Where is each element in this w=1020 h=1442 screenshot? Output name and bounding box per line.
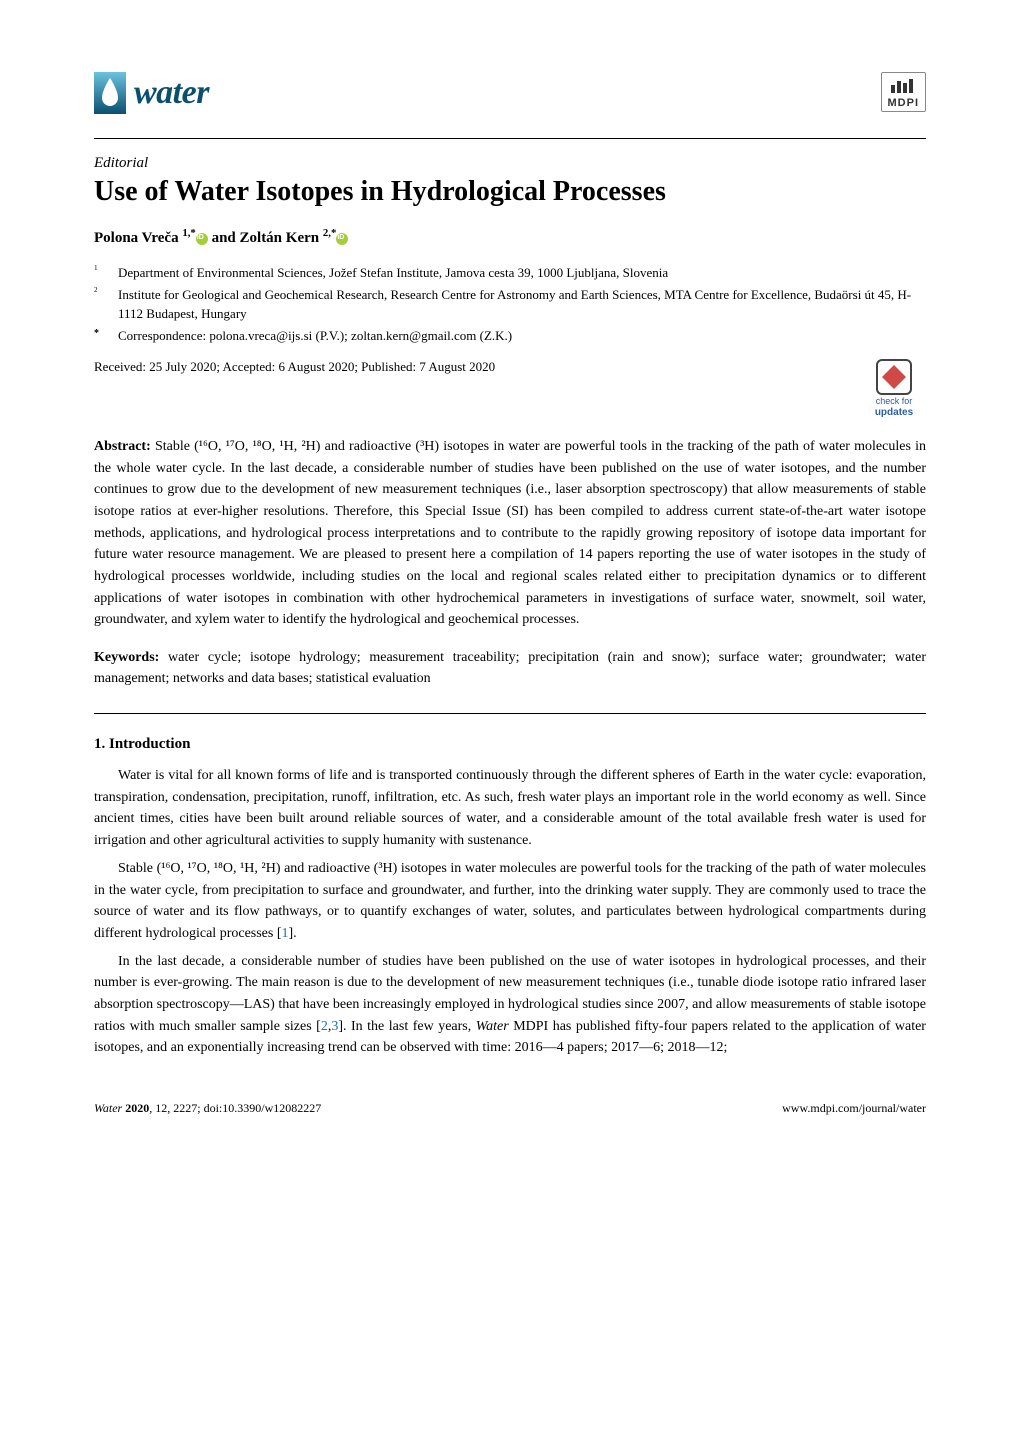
body-paragraph: In the last decade, a considerable numbe… <box>94 951 926 1059</box>
keywords-label: Keywords: <box>94 650 159 665</box>
page-footer: Water 2020, 12, 2227; doi:10.3390/w12082… <box>94 1101 926 1116</box>
author-1-marker: 1,* <box>182 227 196 239</box>
affiliations-block: 1 Department of Environmental Sciences, … <box>94 263 926 345</box>
body-paragraph: Water is vital for all known forms of li… <box>94 765 926 852</box>
orcid-icon[interactable] <box>336 233 348 245</box>
publication-dates: Received: 25 July 2020; Accepted: 6 Augu… <box>94 359 495 375</box>
updates-caption-top: check for <box>876 396 913 406</box>
corresp-text: Correspondence: polona.vreca@ijs.si (P.V… <box>118 326 926 346</box>
para-text: Stable (¹⁶O, ¹⁷O, ¹⁸O, ¹H, ²H) and radio… <box>94 861 926 941</box>
para-text: ]. In the last few years, <box>338 1019 475 1034</box>
footer-left: Water 2020, 12, 2227; doi:10.3390/w12082… <box>94 1101 321 1116</box>
affiliation-row: 2 Institute for Geological and Geochemic… <box>94 285 926 324</box>
mdpi-icon <box>889 77 917 95</box>
affil-text: Department of Environmental Sciences, Jo… <box>118 263 926 283</box>
check-updates-caption: check for updates <box>875 397 913 418</box>
corresp-marker: * <box>94 328 99 339</box>
author-2-marker: 2,* <box>323 227 337 239</box>
author-join: and <box>208 230 240 246</box>
affil-marker: 1 <box>94 264 98 272</box>
footer-year: 2020 <box>125 1101 149 1115</box>
section-heading-introduction: 1. Introduction <box>94 736 926 753</box>
updates-caption-bottom: updates <box>875 407 913 418</box>
journal-name: water <box>134 74 209 112</box>
page-header: water MDPI <box>94 72 926 114</box>
check-updates-icon <box>876 359 912 395</box>
orcid-icon[interactable] <box>196 233 208 245</box>
water-drop-icon <box>94 72 126 114</box>
abstract-label: Abstract: <box>94 439 151 454</box>
footer-right: www.mdpi.com/journal/water <box>782 1101 926 1116</box>
affiliation-row: 1 Department of Environmental Sciences, … <box>94 263 926 283</box>
affil-text: Institute for Geological and Geochemical… <box>118 285 926 324</box>
authors-line: Polona Vreča 1,* and Zoltán Kern 2,* <box>94 227 926 247</box>
footer-url-link[interactable]: www.mdpi.com/journal/water <box>782 1101 926 1115</box>
citation-link[interactable]: 2 <box>321 1019 328 1034</box>
para-text: ]. <box>289 926 297 941</box>
section-divider <box>94 713 926 714</box>
author-1-name: Polona Vreča <box>94 230 182 246</box>
publisher-name: MDPI <box>888 97 920 109</box>
footer-journal: Water <box>94 1101 125 1115</box>
affil-marker: 2 <box>94 286 98 294</box>
journal-logo-block: water <box>94 72 209 114</box>
correspondence-row: * Correspondence: polona.vreca@ijs.si (P… <box>94 326 926 346</box>
header-divider <box>94 138 926 139</box>
body-paragraph: Stable (¹⁶O, ¹⁷O, ¹⁸O, ¹H, ²H) and radio… <box>94 858 926 945</box>
article-type: Editorial <box>94 155 926 172</box>
keywords-text: water cycle; isotope hydrology; measurem… <box>94 650 926 686</box>
check-updates-badge[interactable]: check for updates <box>862 359 926 418</box>
citation-link[interactable]: 1 <box>282 926 289 941</box>
publisher-logo: MDPI <box>881 72 927 112</box>
article-title: Use of Water Isotopes in Hydrological Pr… <box>94 174 926 209</box>
abstract-text: Stable (¹⁶O, ¹⁷O, ¹⁸O, ¹H, ²H) and radio… <box>94 439 926 628</box>
dates-row: Received: 25 July 2020; Accepted: 6 Augu… <box>94 359 926 418</box>
footer-doi: , 12, 2227; doi:10.3390/w12082227 <box>149 1101 321 1115</box>
abstract-paragraph: Abstract: Stable (¹⁶O, ¹⁷O, ¹⁸O, ¹H, ²H)… <box>94 436 926 631</box>
journal-name-inline: Water <box>476 1019 509 1034</box>
author-2-name: Zoltán Kern <box>240 230 323 246</box>
keywords-paragraph: Keywords: water cycle; isotope hydrology… <box>94 647 926 689</box>
